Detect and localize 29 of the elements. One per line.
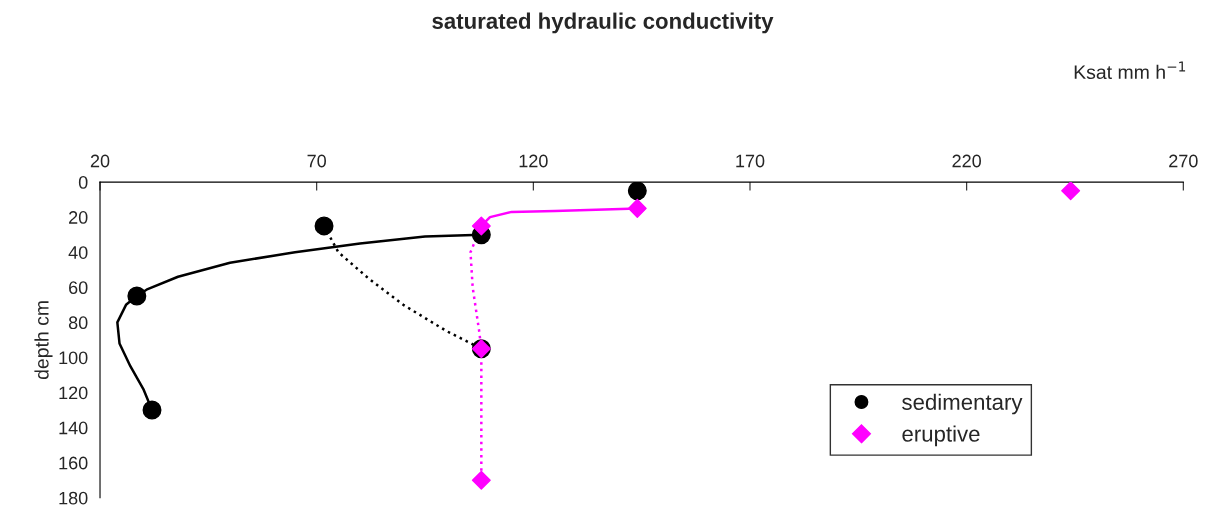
y-tick-label: 60	[69, 281, 88, 295]
y-tick-label: 100	[59, 351, 88, 365]
y-tick-label: 160	[59, 456, 88, 470]
point	[1061, 182, 1081, 201]
point	[471, 470, 491, 490]
x-axis-title: Ksat mm h$^{−1}$	[1074, 61, 1186, 80]
chart-title: saturated hydraulic conductivity	[432, 12, 774, 34]
x-tick-label: 20	[90, 154, 110, 168]
y-tick-label: 20	[69, 211, 88, 224]
y-tick-label: 80	[68, 316, 88, 330]
x-tick-label: 220	[952, 154, 982, 168]
point	[471, 216, 491, 236]
point	[627, 198, 647, 218]
y-tick-label: 120	[59, 386, 88, 400]
y-tick-label: 0	[78, 176, 88, 189]
x-tick-label: 270	[1169, 154, 1198, 168]
legend-label: sedimentary	[902, 393, 1023, 415]
point	[314, 216, 334, 236]
y-tick-label: 40	[68, 246, 88, 259]
x-tick-label: 70	[307, 154, 327, 168]
point	[142, 400, 162, 420]
legend-label: eruptive	[902, 425, 980, 447]
y-tick-label: 140	[59, 421, 88, 435]
x-tick-label: 170	[736, 154, 765, 168]
y-axis-title: depth cm	[34, 301, 53, 380]
y-tick-label: 180	[59, 491, 88, 505]
point	[627, 182, 647, 201]
point	[127, 286, 147, 306]
x-tick-label: 120	[519, 154, 548, 168]
